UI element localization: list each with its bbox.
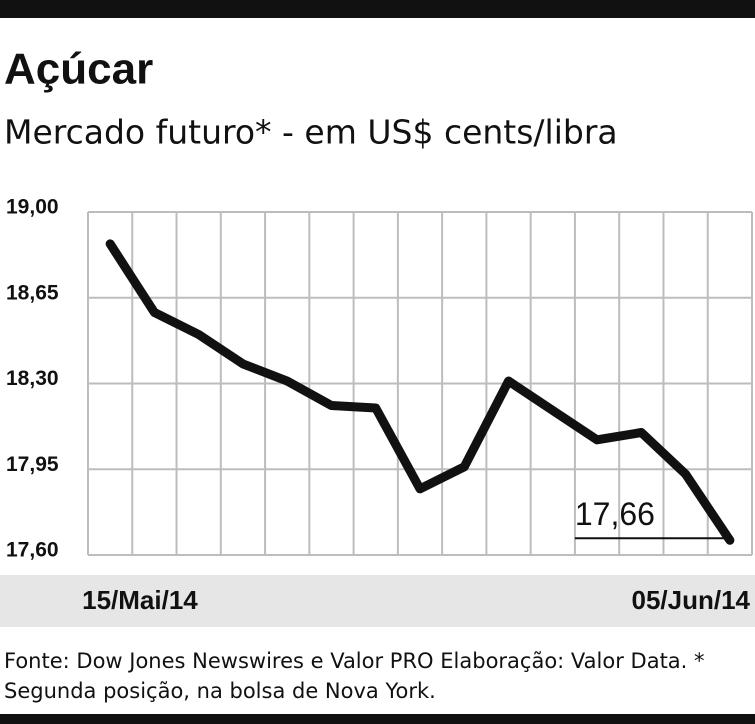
- bottom-bar: [0, 714, 755, 724]
- data-line: [105, 239, 735, 545]
- y-tick-label: 18,65: [6, 281, 59, 304]
- y-tick-label: 19,00: [6, 196, 59, 219]
- x-tick-label: 05/Jun/14: [631, 585, 750, 615]
- top-bar: [0, 0, 755, 18]
- value-label: 17,66: [575, 496, 655, 532]
- y-tick-label: 18,30: [6, 367, 59, 390]
- source-note: Fonte: Dow Jones Newswires e Valor PRO E…: [4, 649, 705, 703]
- chart-title: Açúcar: [4, 45, 153, 94]
- x-tick-label: 15/Mai/14: [82, 585, 198, 615]
- chart-subtitle: Mercado futuro* - em US$ cents/libra: [4, 113, 618, 152]
- y-tick-label: 17,95: [6, 453, 59, 476]
- y-tick-label: 17,60: [6, 539, 59, 562]
- x-axis-band: [0, 575, 755, 627]
